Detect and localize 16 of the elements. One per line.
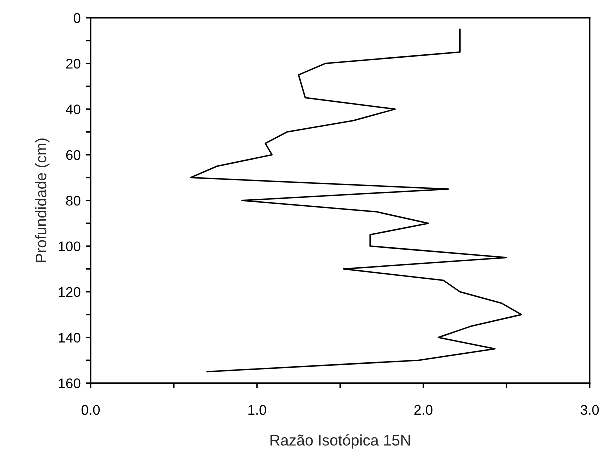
y-tick-label: 160 — [59, 378, 81, 389]
line-series — [190, 28, 522, 373]
x-tick-label: 0.0 — [82, 405, 100, 416]
x-axis-title: Razão Isotópica 15N — [270, 434, 410, 449]
y-tick-label: 20 — [66, 59, 81, 69]
y-tick-label: 60 — [66, 150, 81, 160]
y-tick-label: 140 — [59, 333, 81, 343]
y-tick-label: 40 — [66, 104, 81, 115]
y-tick-label: 0 — [74, 13, 81, 24]
x-tick-label: 3.0 — [580, 405, 600, 416]
x-tick-label: 1.0 — [248, 405, 266, 416]
y-tick-label: 120 — [59, 287, 81, 298]
x-tick-label: 2.0 — [414, 405, 433, 416]
y-axis-title: Profundidade (cm) — [35, 138, 50, 262]
y-tick-label: 80 — [66, 196, 81, 206]
y-tick-label: 100 — [59, 242, 81, 252]
